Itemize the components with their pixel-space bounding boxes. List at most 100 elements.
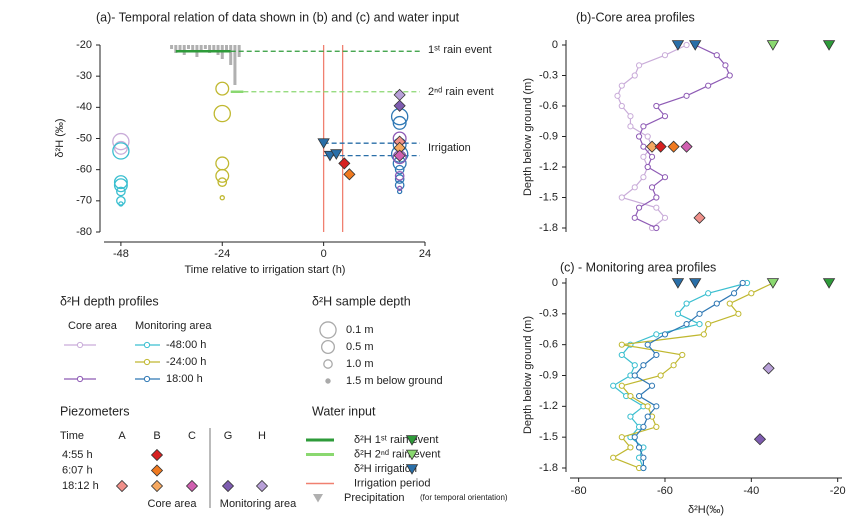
legend-point (143, 341, 151, 349)
legend-point (76, 341, 84, 349)
legend-label: 18:12 h (62, 480, 99, 492)
profile-point (610, 382, 617, 389)
profile-point (735, 310, 742, 317)
profile-point (631, 214, 638, 221)
legend-column: C (188, 430, 196, 442)
profile-point (653, 102, 660, 110)
legend-column: Core area (68, 320, 118, 332)
sample-point (118, 201, 124, 207)
legend-header: Time (60, 430, 84, 442)
legend-size (325, 378, 331, 384)
sample-point (112, 132, 130, 151)
profile-point (635, 204, 643, 211)
profile-point (739, 279, 746, 287)
profile-point (631, 184, 638, 191)
profile-point (648, 382, 656, 389)
sample-point (217, 177, 228, 187)
profile-point (627, 392, 634, 400)
sample-point (113, 178, 128, 193)
sample-point (116, 195, 126, 206)
profile-point (700, 331, 707, 338)
x-tick-label: -80 (571, 485, 587, 497)
legend-point (143, 375, 151, 383)
profile-point (618, 351, 625, 359)
sample-point (215, 81, 230, 96)
profile-point (631, 72, 638, 79)
y-tick-label: -0.9 (539, 369, 558, 381)
profile-point (618, 341, 625, 348)
legend-label: 6:07 h (62, 464, 93, 476)
y-tick-label: -40 (76, 101, 92, 113)
precipitation-bar (191, 45, 195, 51)
legend-column: Monitoring area (135, 320, 212, 332)
precipitation-bar (233, 45, 237, 85)
triangle (671, 40, 685, 51)
legend-size (320, 339, 335, 354)
diamond (343, 168, 356, 181)
rain-event-label: 1ˢᵗ rain event (428, 44, 492, 56)
profile-point (618, 382, 625, 389)
profile-point (644, 341, 651, 348)
y-tick-label: -1.5 (539, 431, 558, 443)
profile-point (618, 194, 625, 201)
legend-diamond (150, 448, 164, 462)
profile-point (683, 41, 690, 49)
profile-point (640, 454, 647, 461)
precipitation-bar (229, 45, 233, 65)
profile-point (653, 204, 660, 211)
precipitation-bar (199, 45, 203, 51)
y-tick-label: -1.2 (539, 400, 558, 412)
x-tick-label: -60 (657, 485, 673, 497)
triangle (689, 40, 702, 51)
y-tick-label: -0.9 (539, 130, 558, 142)
triangle (822, 278, 836, 289)
legend-diamond (185, 479, 199, 493)
legend-label: -48:00 h (166, 339, 206, 351)
legend-marker (405, 449, 419, 461)
legend-diamond (115, 479, 129, 493)
profile-point (644, 133, 651, 140)
y-tick-label: -80 (76, 226, 92, 238)
profile-point (657, 372, 664, 379)
profile-point (640, 123, 647, 130)
panel-a-title: (a)- Temporal relation of data shown in … (96, 10, 460, 24)
legend-diamond (255, 479, 269, 493)
profile-point (726, 300, 733, 307)
legend-label: 1.5 m below ground (346, 375, 443, 387)
legend-label: 0.1 m (346, 324, 374, 336)
profile-point (683, 321, 690, 328)
x-axis-label: δ²H(‰) (688, 504, 724, 516)
panel-b-title: (b)-Core area profiles (576, 10, 695, 24)
profile-point (726, 72, 733, 79)
profile-point (670, 362, 677, 369)
triangle (766, 40, 780, 51)
sample-point (394, 180, 405, 191)
precipitation-bar (208, 45, 212, 53)
y-tick-label: -70 (76, 195, 92, 207)
sample-point (394, 171, 405, 181)
y-tick-label: -0.6 (539, 339, 558, 351)
triangle (766, 278, 780, 289)
precipitation-bar (178, 45, 182, 51)
legend-size (323, 359, 333, 369)
y-tick-label: -0.6 (539, 100, 558, 112)
profile-point (635, 444, 643, 451)
profile-point (644, 413, 651, 420)
profile-point (722, 62, 729, 69)
profile-point (614, 92, 621, 99)
y-tick-label: -20 (76, 39, 92, 51)
profile-point (640, 143, 647, 150)
sample-point (213, 104, 231, 123)
diamond (654, 140, 667, 153)
legend-label: Precipitation (344, 492, 405, 504)
profile-point (618, 102, 625, 110)
y-axis-label: Depth below ground (m) (522, 78, 534, 196)
precipitation-bar (186, 45, 190, 49)
profile-point (679, 351, 686, 359)
profile-point (640, 153, 647, 160)
precipitation-bar (212, 45, 216, 51)
y-tick-label: -1.2 (539, 161, 558, 173)
y-axis-label: δ²H (‰) (54, 118, 66, 157)
panel-c-title: (c) - Monitoring area profiles (560, 260, 716, 274)
